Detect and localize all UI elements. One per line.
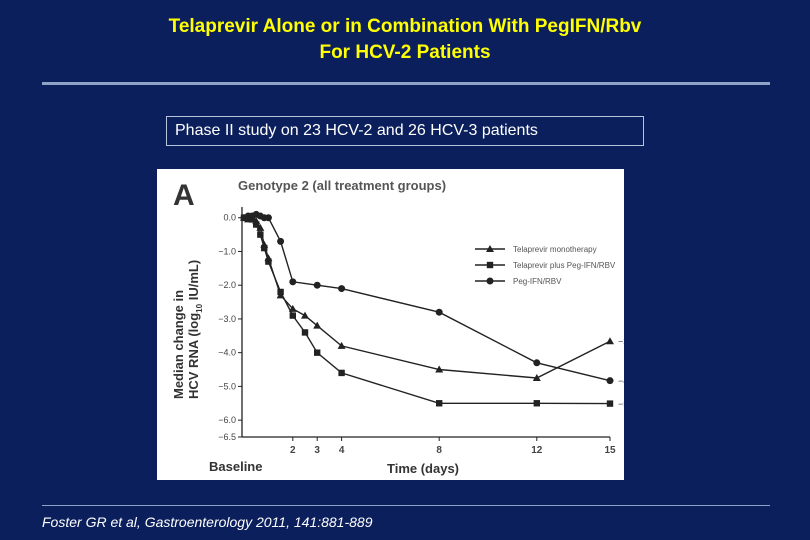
data-point-square (289, 312, 296, 319)
data-point-triangle (606, 337, 614, 345)
x-tick-label: 3 (314, 445, 320, 456)
x-tick-label: 15 (604, 445, 616, 456)
legend-label: Telaprevir plus Peg-IFN/RBV (513, 261, 616, 270)
data-point-square (301, 329, 309, 336)
y-axis-label-line-2: HCV RNA (log10 IU/mL) (186, 260, 204, 399)
data-point-circle (435, 308, 443, 316)
data-point-circle (313, 281, 321, 289)
x-tick-label: 2 (290, 445, 296, 456)
x-tick-label: 4 (339, 445, 345, 456)
legend-label: Peg-IFN/RBV (513, 277, 562, 286)
data-point-triangle (301, 311, 309, 319)
data-point-circle (289, 278, 297, 286)
x-tick-label: 12 (531, 445, 543, 456)
data-point-circle (533, 359, 541, 367)
end-value-label: −4.83 (618, 376, 624, 386)
line-chart: A Genotype 2 (all treatment groups) Base… (171, 178, 624, 476)
title-line-1: Telaprevir Alone or in Combination With … (168, 16, 642, 37)
data-point-triangle (435, 365, 444, 373)
data-point-square (606, 400, 614, 407)
y-tick-label: −1.0 (218, 246, 236, 256)
end-value-label: −5.51 (618, 399, 624, 409)
plot-area: 0.0 −1.0 −2.0 −3.0 −4.0 −5.0 −6.0 −6.5 2 3 4 8 12 15 −… (218, 207, 624, 456)
y-tick-label: 0.0 (223, 213, 236, 223)
data-point-square (436, 400, 443, 407)
end-value-label: −3.66 (618, 337, 624, 347)
data-point-circle (338, 285, 346, 293)
data-point-triangle (313, 321, 322, 329)
series-line-triangle (243, 216, 611, 379)
title-divider (42, 82, 770, 85)
chart-panel: A Genotype 2 (all treatment groups) Base… (157, 169, 624, 480)
legend-marker-circle (486, 277, 494, 285)
footer-divider (42, 505, 770, 506)
y-axis-label-line-1: Median change in (171, 290, 186, 399)
title-line-2: For HCV-2 Patients (319, 42, 491, 63)
slide-title: Telaprevir Alone or in Combination With … (0, 14, 810, 66)
x-tick-label: 8 (436, 445, 442, 456)
data-point-circle (606, 377, 614, 385)
study-description-box: Phase II study on 23 HCV-2 and 26 HCV-3 … (166, 116, 644, 146)
data-point-triangle (337, 341, 346, 349)
data-point-square (314, 349, 321, 356)
y-tick-label: −5.0 (218, 381, 236, 391)
y-tick-label: −2.0 (218, 280, 236, 290)
data-point-square (265, 258, 272, 265)
legend-marker-triangle (486, 245, 494, 252)
chart-title: Genotype 2 (all treatment groups) (238, 178, 446, 193)
x-axis-label: Time (days) (387, 461, 459, 476)
data-point-square (338, 369, 345, 377)
baseline-label: Baseline (209, 459, 262, 474)
citation: Foster GR et al, Gastroenterology 2011, … (42, 514, 373, 530)
legend-marker-square (486, 261, 494, 269)
y-tick-label: −3.0 (218, 314, 236, 324)
data-point-triangle (288, 304, 297, 312)
data-point-square (277, 288, 284, 296)
data-point-square (257, 231, 264, 238)
panel-label: A (173, 179, 195, 212)
legend-label: Telaprevir monotherapy (513, 245, 597, 254)
y-tick-label: −6.0 (218, 415, 236, 425)
data-point-circle (264, 214, 272, 222)
data-point-circle (277, 237, 285, 245)
legend: Telaprevir monotherapy Telaprevir plus Pe… (475, 245, 616, 286)
y-tick-label: −6.5 (218, 432, 236, 442)
y-tick-label: −4.0 (218, 348, 236, 358)
data-point-square (533, 400, 540, 407)
data-point-square (253, 221, 260, 228)
data-point-triangle (532, 373, 541, 381)
data-point-square (261, 244, 268, 252)
series-line-circle (243, 213, 611, 382)
